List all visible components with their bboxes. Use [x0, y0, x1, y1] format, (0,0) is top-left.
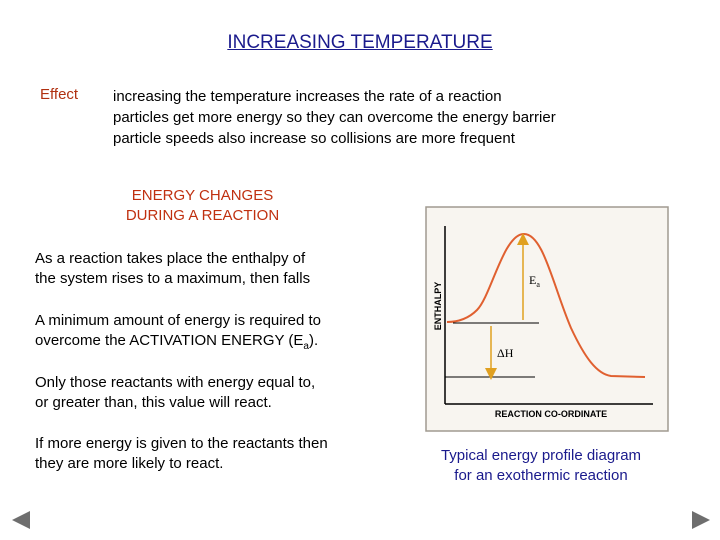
paragraph-line: A minimum amount of energy is required t…	[35, 312, 321, 329]
section-heading-line: ENERGY CHANGES	[131, 187, 274, 204]
delta-h-label: ΔH	[497, 346, 514, 360]
section-heading: ENERGY CHANGES DURING A REACTION	[100, 186, 305, 226]
paragraph-line: If more energy is given to the reactants…	[35, 435, 328, 452]
diagram-panel	[425, 206, 669, 432]
effect-line: increasing the temperature increases the…	[113, 88, 502, 105]
paragraph-line: overcome the ACTIVATION ENERGY (Ea).	[35, 331, 395, 357]
paragraph-more-energy: If more energy is given to the reactants…	[35, 434, 395, 474]
subscript-a: a	[303, 341, 309, 352]
paragraph-threshold: Only those reactants with energy equal t…	[35, 373, 395, 413]
paragraph-enthalpy: As a reaction takes place the enthalpy o…	[35, 249, 395, 289]
effect-line: particles get more energy so they can ov…	[113, 109, 556, 126]
paragraph-text: overcome the ACTIVATION ENERGY (E	[35, 332, 304, 349]
triangle-right-icon	[692, 511, 710, 529]
effect-line: particle speeds also increase so collisi…	[113, 130, 515, 147]
paragraph-line: Only those reactants with energy equal t…	[35, 374, 316, 391]
paragraph-line: As a reaction takes place the enthalpy o…	[35, 250, 306, 267]
paragraph-line: or greater than, this value will react.	[35, 394, 272, 411]
diagram-caption: Typical energy profile diagram for an ex…	[415, 446, 667, 486]
triangle-left-icon	[12, 511, 30, 529]
page-title: INCREASING TEMPERATURE	[227, 32, 493, 53]
caption-line: for an exothermic reaction	[454, 467, 628, 484]
previous-slide-button[interactable]	[10, 509, 32, 531]
paragraph-activation-energy: A minimum amount of energy is required t…	[35, 311, 395, 357]
ea-label: Ea	[529, 273, 540, 289]
paragraph-line: the system rises to a maximum, then fall…	[35, 270, 311, 287]
caption-line: Typical energy profile diagram	[440, 447, 642, 464]
effect-label: Effect	[40, 86, 79, 103]
x-axis-label: REACTION CO-ORDINATE	[495, 409, 607, 419]
section-heading-line: DURING A REACTION	[125, 207, 280, 224]
paragraph-line: they are more likely to react.	[35, 455, 224, 472]
energy-profile-diagram: ENTHALPY REACTION CO-ORDINATE Ea ΔH	[425, 206, 669, 432]
paragraph-text: ).	[308, 332, 319, 349]
next-slide-button[interactable]	[690, 509, 712, 531]
y-axis-label: ENTHALPY	[433, 282, 443, 331]
effect-lines: increasing the temperature increases the…	[113, 86, 556, 149]
